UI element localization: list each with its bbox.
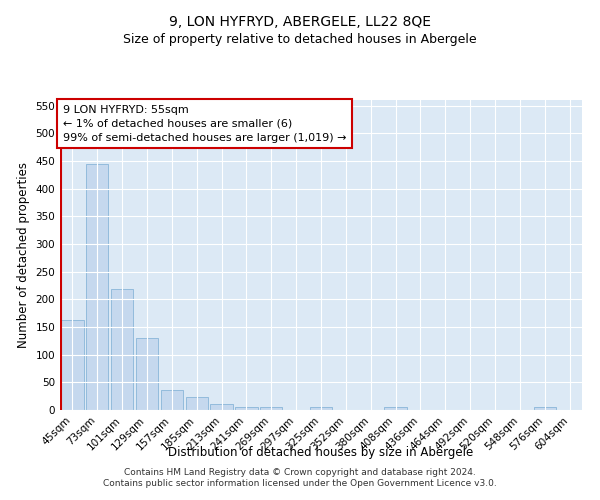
- Bar: [86, 164, 109, 410]
- Text: Distribution of detached houses by size in Abergele: Distribution of detached houses by size …: [169, 446, 473, 459]
- Bar: [61, 320, 83, 410]
- Y-axis label: Number of detached properties: Number of detached properties: [17, 162, 30, 348]
- Bar: [211, 404, 233, 410]
- Text: Size of property relative to detached houses in Abergele: Size of property relative to detached ho…: [123, 32, 477, 46]
- Bar: [310, 407, 332, 410]
- Text: 9, LON HYFRYD, ABERGELE, LL22 8QE: 9, LON HYFRYD, ABERGELE, LL22 8QE: [169, 15, 431, 29]
- Bar: [385, 406, 407, 410]
- Bar: [533, 407, 556, 410]
- Bar: [111, 290, 133, 410]
- Text: 9 LON HYFRYD: 55sqm
← 1% of detached houses are smaller (6)
99% of semi-detached: 9 LON HYFRYD: 55sqm ← 1% of detached hou…: [62, 104, 346, 142]
- Bar: [260, 406, 283, 410]
- Text: Contains HM Land Registry data © Crown copyright and database right 2024.
Contai: Contains HM Land Registry data © Crown c…: [103, 468, 497, 487]
- Bar: [185, 396, 208, 410]
- Bar: [161, 390, 183, 410]
- Bar: [235, 406, 257, 410]
- Bar: [136, 338, 158, 410]
